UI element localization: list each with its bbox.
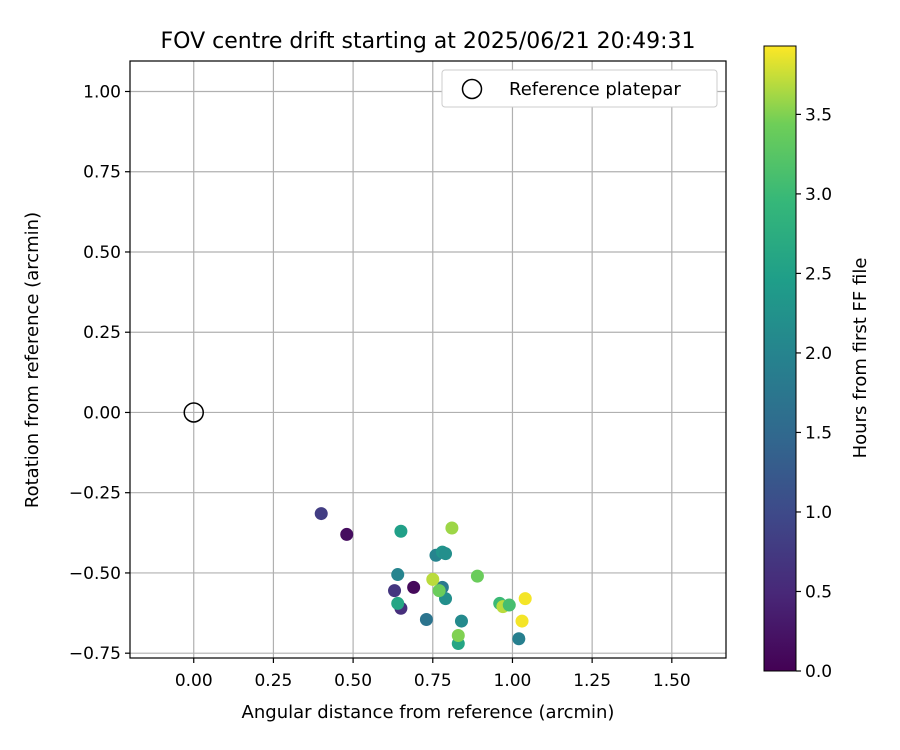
- x-tick-label: 0.25: [254, 671, 292, 691]
- y-tick-label: −0.25: [69, 484, 121, 504]
- y-axis-label: Rotation from reference (arcmin): [22, 212, 43, 508]
- y-tick-label: 0.75: [83, 163, 121, 183]
- data-point: [314, 507, 328, 521]
- colorbar-tick-label: 0.5: [805, 582, 832, 602]
- legend-marker-icon: [461, 78, 483, 100]
- data-point: [451, 629, 465, 643]
- y-tick-label: 1.00: [83, 82, 121, 102]
- data-point: [340, 527, 354, 541]
- plot-frame: [129, 60, 727, 659]
- chart-title: FOV centre drift starting at 2025/06/21 …: [161, 29, 696, 54]
- y-tick-label: 0.50: [83, 243, 121, 263]
- data-point: [502, 598, 516, 612]
- x-tick-label: 0.50: [334, 671, 372, 691]
- data-point: [515, 614, 529, 628]
- data-point: [512, 632, 526, 646]
- x-axis-label: Angular distance from reference (arcmin): [242, 702, 615, 723]
- data-point: [391, 596, 405, 610]
- colorbar-tick-label: 2.0: [805, 344, 832, 364]
- data-point: [518, 592, 532, 606]
- x-tick-label: 1.50: [653, 671, 691, 691]
- data-point: [432, 584, 446, 598]
- legend-box: [441, 69, 718, 108]
- colorbar-tick-label: 3.0: [805, 185, 832, 205]
- x-axis-ticks: 0.00 0.25 0.50 0.75 1.00 1.25 1.50: [175, 658, 691, 691]
- colorbar-ticks: 0.0 0.5 1.0 1.5 2.0 2.5 3.0 3.5: [796, 105, 832, 682]
- y-tick-label: 0.00: [83, 403, 121, 423]
- data-point: [439, 547, 453, 561]
- colorbar-gradient: [763, 45, 797, 672]
- data-point: [388, 584, 402, 598]
- x-tick-label: 0.75: [414, 671, 452, 691]
- legend-label: Reference platepar: [509, 79, 681, 100]
- colorbar-label: Hours from first FF file: [850, 258, 871, 459]
- data-point: [470, 569, 484, 583]
- y-axis-ticks: −0.75 −0.50 −0.25 0.00 0.25 0.50 0.75 1.00: [69, 82, 130, 664]
- data-point: [391, 568, 405, 582]
- data-point: [394, 524, 408, 538]
- data-points: [314, 507, 532, 651]
- colorbar-tick-label: 3.5: [805, 105, 832, 125]
- data-point: [445, 521, 459, 535]
- data-point: [407, 580, 421, 594]
- data-point: [454, 614, 468, 628]
- y-tick-label: 0.25: [83, 323, 121, 343]
- data-point: [419, 612, 433, 626]
- x-tick-label: 0.00: [175, 671, 213, 691]
- colorbar-tick-label: 1.5: [805, 423, 832, 443]
- x-tick-label: 1.00: [494, 671, 532, 691]
- colorbar: 0.0 0.5 1.0 1.5 2.0 2.5 3.0 3.5 Hours from firs…: [763, 45, 871, 682]
- y-tick-label: −0.75: [69, 644, 121, 664]
- colorbar-tick-label: 2.5: [805, 264, 832, 284]
- legend: Reference platepar: [441, 69, 718, 108]
- x-tick-label: 1.25: [573, 671, 611, 691]
- data-point: [426, 572, 440, 586]
- colorbar-tick-label: 0.0: [805, 662, 832, 682]
- colorbar-tick-label: 1.0: [805, 503, 832, 523]
- reference-platepar-marker: [183, 402, 204, 423]
- grid: [130, 61, 726, 658]
- y-tick-label: −0.50: [69, 564, 121, 584]
